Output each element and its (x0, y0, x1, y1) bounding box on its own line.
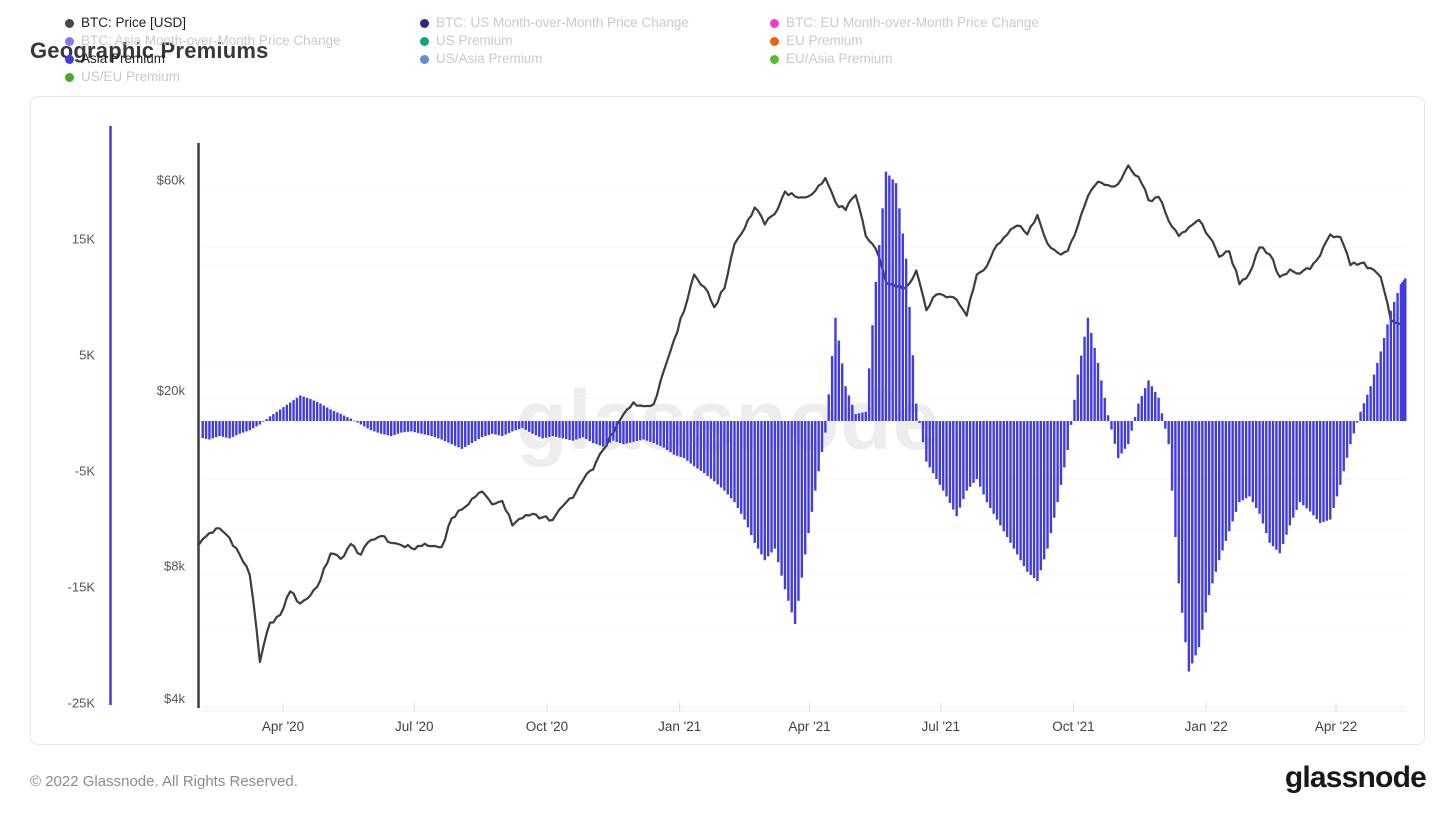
legend-dot-icon (770, 18, 779, 28)
x-axis-ticks: Apr '20 Jul '20 Oct '20 Jan '21 Apr '21 Jul '… (262, 703, 1357, 734)
legend-dot-icon (420, 18, 429, 28)
x-tick-label: Apr '22 (1315, 719, 1357, 734)
x-tick-label: Jan '22 (1185, 719, 1228, 734)
price-tick-label: $8k (164, 558, 185, 573)
x-tick-label: Oct '20 (526, 719, 568, 734)
legend-item-label: US Premium (436, 33, 513, 48)
legend-dot-icon (65, 36, 74, 46)
x-tick-label: Oct '21 (1052, 719, 1094, 734)
legend-item-eu-premium[interactable]: EU Premium (770, 32, 1039, 50)
premium-tick-label: -25K (68, 695, 96, 710)
legend-item-label: US/Asia Premium (436, 51, 543, 66)
x-tick-label: Jul '21 (921, 719, 960, 734)
legend-column: BTC: US Month-over-Month Price Change US … (420, 14, 689, 68)
legend-item-label: EU/Asia Premium (786, 51, 893, 66)
premium-tick-label: 15K (72, 231, 95, 246)
legend-dot-icon (420, 54, 429, 64)
legend-item-btc-eu-month-over-month-price-change[interactable]: BTC: EU Month-over-Month Price Change (770, 14, 1039, 32)
legend-item-us-asia-premium[interactable]: US/Asia Premium (420, 50, 689, 68)
legend-item-label: BTC: Price [USD] (81, 15, 187, 30)
legend-item-label: US/EU Premium (81, 69, 181, 84)
legend-dot-icon (770, 54, 779, 64)
legend-item-label: BTC: US Month-over-Month Price Change (436, 15, 689, 30)
legend-column: BTC: EU Month-over-Month Price Change EU … (770, 14, 1039, 68)
legend-item-btc-us-month-over-month-price-change[interactable]: BTC: US Month-over-Month Price Change (420, 14, 689, 32)
premium-tick-label: -5K (75, 463, 96, 478)
x-tick-label: Jan '21 (658, 719, 701, 734)
legend-item-label: Asia Premium (81, 51, 166, 66)
legend-item-label: BTC: Asia Month-over-Month Price Change (81, 33, 341, 48)
price-tick-label: $4k (164, 691, 185, 706)
legend-item-us-eu-premium[interactable]: US/EU Premium (65, 68, 341, 86)
btc-price-line-series (198, 164, 1407, 664)
axis-lines (109, 126, 200, 708)
legend-dot-icon (65, 72, 74, 82)
legend-item-btc-asia-month-over-month-price-change[interactable]: BTC: Asia Month-over-Month Price Change (65, 32, 341, 50)
x-tick-label: Jul '20 (395, 719, 434, 734)
price-tick-label: $60k (157, 172, 186, 187)
x-tick-label: Apr '20 (262, 719, 304, 734)
legend-dot-icon (65, 54, 74, 64)
premium-tick-label: -15K (68, 579, 96, 594)
legend-item-btc-price-usd[interactable]: BTC: Price [USD] (65, 14, 341, 32)
asia-premium-bar-series (201, 171, 1407, 672)
copyright-text: © 2022 Glassnode. All Rights Reserved. (30, 773, 298, 790)
legend-item-us-premium[interactable]: US Premium (420, 32, 689, 50)
legend-item-asia-premium[interactable]: Asia Premium (65, 50, 341, 68)
axis-labels: 15K 5K -5K -15K -25K $60k $20k $8k $4k (68, 172, 186, 710)
glassnode-logo[interactable]: glassnode (1284, 761, 1427, 794)
btc-price-line (198, 164, 1407, 664)
price-tick-label: $20k (157, 383, 186, 398)
legend-dot-icon (65, 18, 74, 28)
legend-item-label: BTC: EU Month-over-Month Price Change (786, 15, 1039, 30)
x-tick-label: Apr '21 (788, 719, 830, 734)
legend-column: BTC: Price [USD] BTC: Asia Month-over-Mon… (65, 14, 341, 86)
premium-tick-label: 5K (79, 347, 95, 362)
legend-item-label: EU Premium (786, 33, 863, 48)
legend-item-eu-asia-premium[interactable]: EU/Asia Premium (770, 50, 1039, 68)
legend-dot-icon (420, 36, 429, 46)
legend-dot-icon (770, 36, 779, 46)
